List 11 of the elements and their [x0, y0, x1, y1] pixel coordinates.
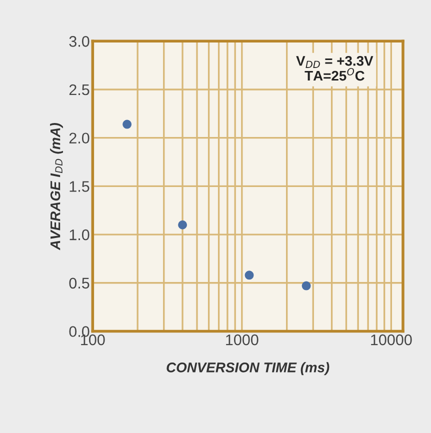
- y-tick-label: 1.5: [70, 181, 90, 192]
- x-tick-label: 10000: [371, 334, 412, 346]
- y-tick-label: 2.5: [69, 84, 90, 96]
- y-axis-title: AVERAGE I$_{DD}$ (mA): [50, 122, 63, 250]
- y-tick-label: 1.0: [70, 229, 90, 240]
- x-tick-label: 1000: [226, 334, 258, 346]
- y-tick-label: 2.0: [69, 132, 90, 144]
- x-axis-title: CONVERSION TIME (ms): [166, 362, 330, 376]
- y-tick-label: 0.5: [69, 278, 90, 289]
- y-tick-label: 3.0: [69, 36, 90, 47]
- annotation: V$_{DD}$ = +3.3V TA=25$^{O}$C: [296, 56, 374, 81]
